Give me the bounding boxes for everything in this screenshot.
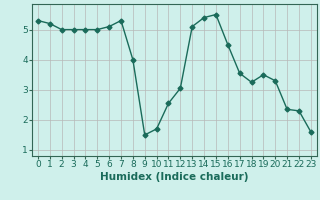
X-axis label: Humidex (Indice chaleur): Humidex (Indice chaleur) — [100, 172, 249, 182]
